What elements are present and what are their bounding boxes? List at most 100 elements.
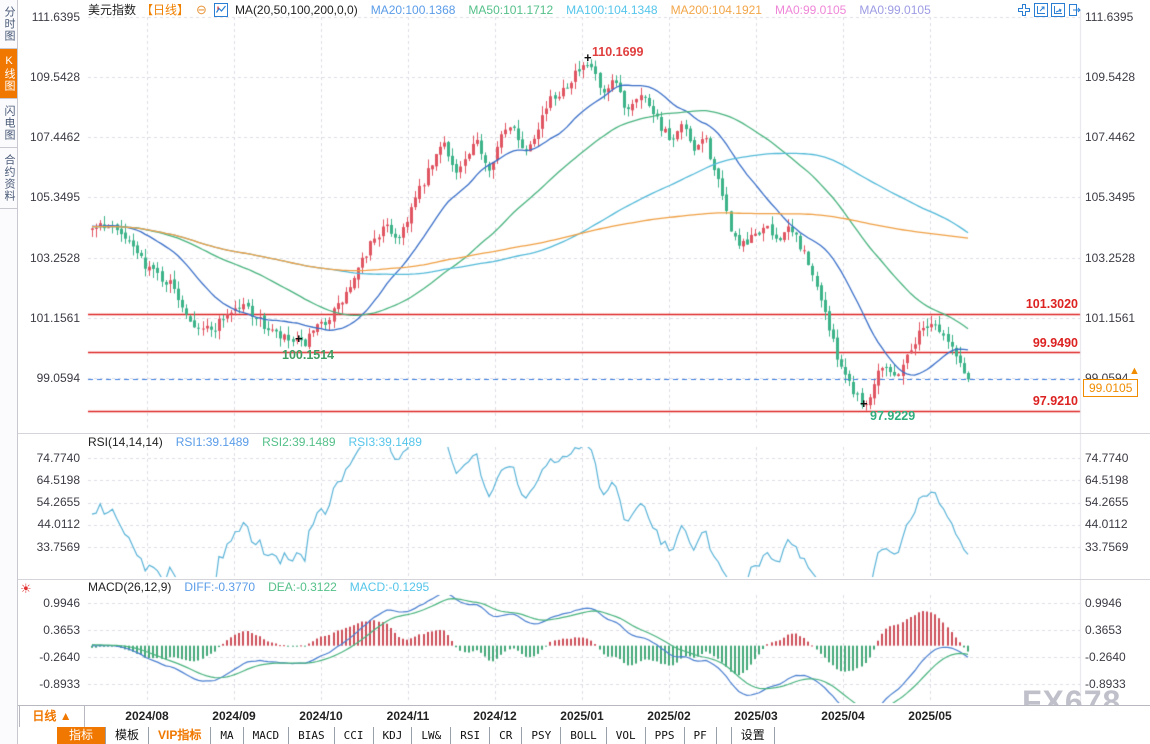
y-axis-tick: 105.3495 xyxy=(29,190,80,204)
collapse-icon[interactable]: ⊖ xyxy=(196,1,207,17)
april-low-annotation: 97.9229 xyxy=(870,409,916,423)
tab-bias[interactable]: BIAS xyxy=(289,727,335,744)
x-axis-date: 2024/11 xyxy=(386,709,430,723)
tab-rsi[interactable]: RSI xyxy=(451,727,491,744)
tab-vip-indicator[interactable]: VIP指标 xyxy=(149,727,212,744)
x-axis-date: 2025/04 xyxy=(821,709,865,723)
sidebar-item-timeshare[interactable]: 分时图 xyxy=(0,0,17,49)
period-selector[interactable]: 日线 ▲ xyxy=(19,706,85,727)
tab-cci[interactable]: CCI xyxy=(335,727,374,744)
ma-formula: MA(20,50,100,200,0,0) xyxy=(234,2,358,17)
tab-vol[interactable]: VOL xyxy=(607,727,646,744)
support-line-label: 97.9210 xyxy=(1032,394,1078,408)
tab-macd[interactable]: MACD xyxy=(244,727,290,744)
tab-pf[interactable]: PF xyxy=(685,727,717,744)
sidebar-item-kline[interactable]: K线图 xyxy=(0,49,17,99)
rsi-formula: RSI(14,14,14) xyxy=(88,435,163,449)
macd-axis-tick: 0.9946 xyxy=(1085,596,1122,610)
current-price-label: 99.0105 xyxy=(1083,379,1139,397)
rsi-axis-tick: 44.0112 xyxy=(37,517,81,531)
macd-axis-tick: 0.3653 xyxy=(43,623,80,637)
pane-layout-icon[interactable] xyxy=(1017,3,1031,17)
x-axis-date: 2025/03 xyxy=(734,709,778,723)
macd-panel-header: MACD(26,12,9) DIFF:-0.3770 DEA:-0.3122 M… xyxy=(88,580,429,594)
rsi1-value: RSI1:39.1489 xyxy=(175,435,250,449)
macd-axis-tick: -0.2640 xyxy=(39,650,80,664)
tab-settings[interactable]: 设置 xyxy=(730,727,775,744)
sidebar-item-contract-info[interactable]: 合约资料 xyxy=(0,148,17,209)
macd-axis-tick: 0.9946 xyxy=(43,596,80,610)
indicator-tab-bar: 指标 模板 VIP指标 MA MACD BIAS CCI KDJ LW& RSI… xyxy=(18,727,1150,744)
macd-formula: MACD(26,12,9) xyxy=(88,580,172,594)
macd-value: MACD:-0.1295 xyxy=(349,580,430,594)
peak-marker-cross: + xyxy=(584,50,592,65)
rsi-axis-tick: 54.2655 xyxy=(1085,495,1129,509)
ma100-value: MA100:104.1348 xyxy=(566,2,658,17)
tab-lwr[interactable]: LW& xyxy=(412,727,452,744)
tab-boll[interactable]: BOLL xyxy=(561,727,607,744)
kline-style-icon[interactable] xyxy=(213,2,228,17)
rsi-panel-header: RSI(14,14,14) RSI1:39.1489 RSI2:39.1489 … xyxy=(88,435,422,449)
y-axis-tick: 105.3495 xyxy=(1085,190,1136,204)
x-axis-date: 2024/09 xyxy=(212,709,256,723)
right-axis: 111.6395 109.5428 107.4462 105.3495 103.… xyxy=(1084,0,1148,744)
panel-separator xyxy=(18,433,1150,434)
y-axis-tick: 109.5428 xyxy=(1085,70,1136,84)
tab-cr[interactable]: CR xyxy=(490,727,523,744)
macd-axis-tick: -0.2640 xyxy=(1085,650,1126,664)
panel-separator xyxy=(18,579,1150,580)
y-axis-tick: 107.4462 xyxy=(1085,130,1136,144)
macd-settings-icon[interactable]: ☀ xyxy=(20,581,32,596)
left-sidebar: 分时图 K线图 闪电图 合约资料 xyxy=(0,0,18,744)
y-axis-tick: 111.6395 xyxy=(31,10,80,24)
left-axis: 111.6395 109.5428 107.4462 105.3495 103.… xyxy=(20,0,82,744)
sidebar-item-lightning[interactable]: 闪电图 xyxy=(0,99,17,148)
x-axis-date: 2025/05 xyxy=(908,709,952,723)
date-axis-row: 日线 ▲ 2024/08 2024/09 2024/10 2024/11 202… xyxy=(0,705,1150,728)
ma50-value: MA50:101.1712 xyxy=(468,2,554,17)
rsi-axis-tick: 44.0112 xyxy=(1085,517,1128,531)
x-axis-date: 2025/01 xyxy=(560,709,604,723)
rsi-axis-tick: 33.7569 xyxy=(1085,540,1129,554)
x-axis-date: 2025/02 xyxy=(647,709,691,723)
period-tag[interactable]: 【日线】 xyxy=(141,3,190,17)
x-axis-date: 2024/08 xyxy=(125,709,169,723)
y-axis-tick: 103.2528 xyxy=(29,251,80,265)
y-axis-zoom-icon[interactable] xyxy=(1034,3,1048,17)
y-axis-tick: 107.4462 xyxy=(29,130,80,144)
rsi-axis-tick: 74.7740 xyxy=(36,451,80,465)
ma0-value-1: MA0:99.0105 xyxy=(774,2,847,17)
y-axis-tick: 103.2528 xyxy=(1085,251,1136,265)
low-marker-cross: + xyxy=(860,396,868,411)
macd-axis-tick: 0.3653 xyxy=(1085,623,1122,637)
rsi-axis-tick: 54.2655 xyxy=(36,495,80,509)
tab-ma[interactable]: MA xyxy=(211,727,244,744)
main-chart-header: 美元指数 【日线】 ⊖ MA(20,50,100,200,0,0) MA20:1… xyxy=(88,1,931,18)
y-axis-tick: 99.0594 xyxy=(36,371,80,385)
x-axis-zoom-icon[interactable] xyxy=(1051,3,1065,17)
rsi-axis-tick: 64.5198 xyxy=(36,473,80,487)
tab-kdj[interactable]: KDJ xyxy=(374,727,413,744)
support-line-label: 99.9490 xyxy=(1032,336,1078,350)
rsi-axis-tick: 33.7569 xyxy=(36,540,80,554)
pop-out-icon[interactable] xyxy=(1068,3,1082,17)
tab-psy[interactable]: PSY xyxy=(522,727,562,744)
x-axis-date: 2024/10 xyxy=(299,709,343,723)
macd-axis-tick: -0.8933 xyxy=(1085,677,1126,691)
y-axis-tick: 101.1561 xyxy=(1085,311,1136,325)
ma0-value-2: MA0:99.0105 xyxy=(859,2,931,17)
september-low-annotation: 100.1514 xyxy=(282,348,335,362)
y-axis-tick: 109.5428 xyxy=(29,70,80,84)
tab-indicator[interactable]: 指标 xyxy=(57,727,107,744)
diff-value: DIFF:-0.3770 xyxy=(184,580,256,594)
tab-template[interactable]: 模板 xyxy=(106,727,150,744)
ma20-value: MA20:100.1368 xyxy=(370,2,456,17)
resistance-line-label: 101.3020 xyxy=(1025,297,1078,311)
ma200-value: MA200:104.1921 xyxy=(670,2,762,17)
rsi2-value: RSI2:39.1489 xyxy=(262,435,336,449)
tab-pps[interactable]: PPS xyxy=(646,727,685,744)
rsi3-value: RSI3:39.1489 xyxy=(348,435,422,449)
y-axis-tick: 101.1561 xyxy=(29,311,80,325)
macd-axis-tick: -0.8933 xyxy=(39,677,80,691)
